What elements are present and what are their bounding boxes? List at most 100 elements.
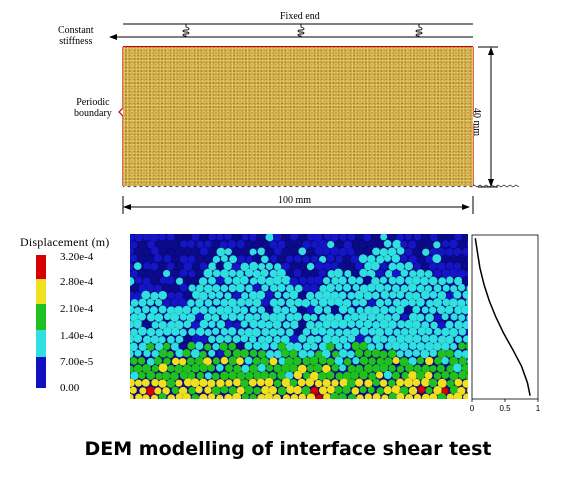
particle bbox=[416, 313, 425, 322]
particle bbox=[428, 378, 438, 388]
particle bbox=[224, 276, 233, 285]
particle bbox=[404, 234, 413, 241]
particle bbox=[151, 349, 160, 358]
particle bbox=[235, 269, 245, 278]
particle bbox=[293, 312, 303, 322]
particle bbox=[169, 283, 179, 293]
particle bbox=[314, 379, 323, 388]
particle bbox=[371, 291, 380, 300]
particle bbox=[428, 276, 438, 286]
particle bbox=[204, 386, 212, 395]
particle bbox=[203, 268, 213, 278]
particle bbox=[363, 246, 373, 256]
particle bbox=[380, 262, 388, 271]
particle bbox=[333, 268, 344, 278]
particle bbox=[133, 306, 142, 315]
particle bbox=[223, 234, 233, 241]
particle bbox=[208, 305, 217, 315]
height-dimension-label: 40 mm bbox=[471, 108, 482, 137]
particle bbox=[171, 357, 180, 366]
particle bbox=[428, 306, 437, 315]
particle bbox=[448, 327, 459, 338]
particle bbox=[364, 393, 373, 399]
particle bbox=[240, 291, 249, 300]
particle bbox=[244, 240, 254, 249]
particle bbox=[215, 378, 225, 388]
particle bbox=[130, 393, 134, 399]
particle bbox=[309, 313, 318, 322]
particle bbox=[322, 276, 331, 285]
particle bbox=[322, 378, 331, 388]
particle bbox=[347, 306, 356, 315]
particle bbox=[466, 314, 468, 322]
particle bbox=[289, 247, 298, 257]
particle bbox=[187, 341, 196, 351]
particle bbox=[163, 254, 172, 263]
particle bbox=[403, 377, 414, 388]
particle bbox=[150, 394, 159, 399]
particle bbox=[228, 284, 237, 293]
particle bbox=[153, 253, 163, 263]
particle bbox=[433, 371, 442, 381]
particle bbox=[462, 335, 468, 343]
particle bbox=[379, 363, 389, 373]
particle bbox=[257, 305, 266, 315]
particle bbox=[260, 255, 269, 264]
particle bbox=[257, 262, 266, 271]
particle bbox=[347, 234, 356, 242]
particle bbox=[290, 334, 300, 344]
particle bbox=[338, 276, 348, 285]
particle bbox=[264, 335, 273, 344]
particle bbox=[239, 306, 249, 315]
particle bbox=[235, 283, 246, 293]
particle bbox=[346, 350, 356, 359]
particle bbox=[453, 290, 462, 299]
particle bbox=[179, 328, 188, 337]
particle bbox=[182, 392, 192, 399]
particle bbox=[421, 334, 430, 343]
particle bbox=[155, 328, 164, 337]
particle bbox=[143, 349, 151, 358]
particle bbox=[257, 319, 267, 329]
legend-value-2: 2.10e-4 bbox=[60, 303, 94, 315]
particle bbox=[429, 234, 439, 242]
particle bbox=[425, 386, 433, 395]
particle bbox=[248, 378, 258, 387]
particle bbox=[421, 393, 431, 399]
particle bbox=[313, 335, 322, 344]
particle bbox=[370, 305, 381, 316]
particle bbox=[285, 255, 294, 263]
particle bbox=[207, 247, 216, 256]
particle bbox=[388, 305, 397, 314]
particle bbox=[257, 275, 267, 285]
particle bbox=[412, 378, 421, 387]
particle bbox=[292, 342, 303, 352]
particle bbox=[186, 299, 195, 308]
particle bbox=[457, 342, 466, 351]
x-tick-label: 1 bbox=[536, 404, 541, 413]
constant-stiffness-label: Constant stiffness bbox=[58, 25, 94, 47]
particle bbox=[154, 298, 163, 307]
particle bbox=[419, 276, 430, 286]
particle bbox=[170, 298, 180, 307]
particle bbox=[293, 385, 303, 395]
particle bbox=[355, 276, 364, 285]
particle bbox=[130, 356, 138, 366]
particle bbox=[396, 365, 405, 374]
particle bbox=[334, 356, 344, 366]
particle bbox=[130, 342, 139, 352]
particle bbox=[166, 350, 175, 359]
periodic-label-line1: Periodic bbox=[76, 97, 110, 108]
particle bbox=[325, 342, 335, 352]
particle bbox=[220, 298, 229, 308]
particle bbox=[244, 268, 254, 278]
particle bbox=[167, 394, 176, 399]
particle bbox=[436, 305, 446, 315]
particle bbox=[367, 386, 376, 394]
particle bbox=[171, 386, 180, 395]
particle bbox=[293, 268, 302, 278]
particle bbox=[313, 305, 323, 315]
particle bbox=[347, 334, 356, 343]
particle bbox=[260, 341, 270, 351]
particle bbox=[207, 335, 216, 344]
